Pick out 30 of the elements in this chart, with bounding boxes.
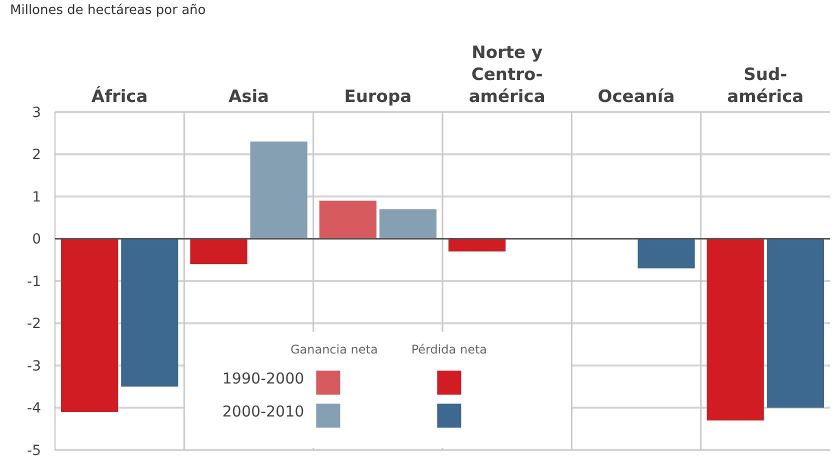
bar — [121, 238, 178, 387]
y-tick-label: 0 — [32, 232, 41, 248]
y-tick-label: -5 — [27, 442, 41, 459]
chart-title: Millones de hectáreas por año — [10, 3, 206, 18]
x-tick-label: Sud- américa — [727, 65, 804, 107]
y-tick-label: -1 — [27, 274, 41, 290]
y-tick-label: 1 — [32, 189, 41, 206]
bar — [250, 142, 308, 239]
annotation: Pérdida neta — [411, 342, 488, 357]
y-tick-label: -4 — [27, 400, 42, 417]
legend-label: 2000-2010 — [222, 402, 304, 421]
bar — [379, 209, 436, 239]
y-tick-label: 3 — [32, 104, 41, 121]
bar — [766, 238, 824, 408]
x-tick-label: África — [91, 86, 148, 107]
x-tick-label: Asia — [228, 87, 270, 107]
bar — [638, 238, 695, 268]
bar — [319, 200, 376, 239]
y-tick-label: 2 — [32, 147, 41, 164]
x-tick-label: Oceanía — [598, 87, 675, 107]
bar — [190, 238, 248, 264]
bar — [61, 238, 118, 412]
x-tick-label: Europa — [344, 87, 412, 107]
bar — [706, 238, 764, 420]
bar — [448, 238, 506, 252]
y-tick-label: -3 — [27, 358, 41, 374]
y-tick-label: -2 — [27, 316, 41, 332]
legend-label: 1990-2000 — [222, 370, 304, 388]
annotation: Ganancia neta — [290, 342, 378, 357]
x-tick-label: Norte y Centro- américa — [468, 43, 546, 107]
